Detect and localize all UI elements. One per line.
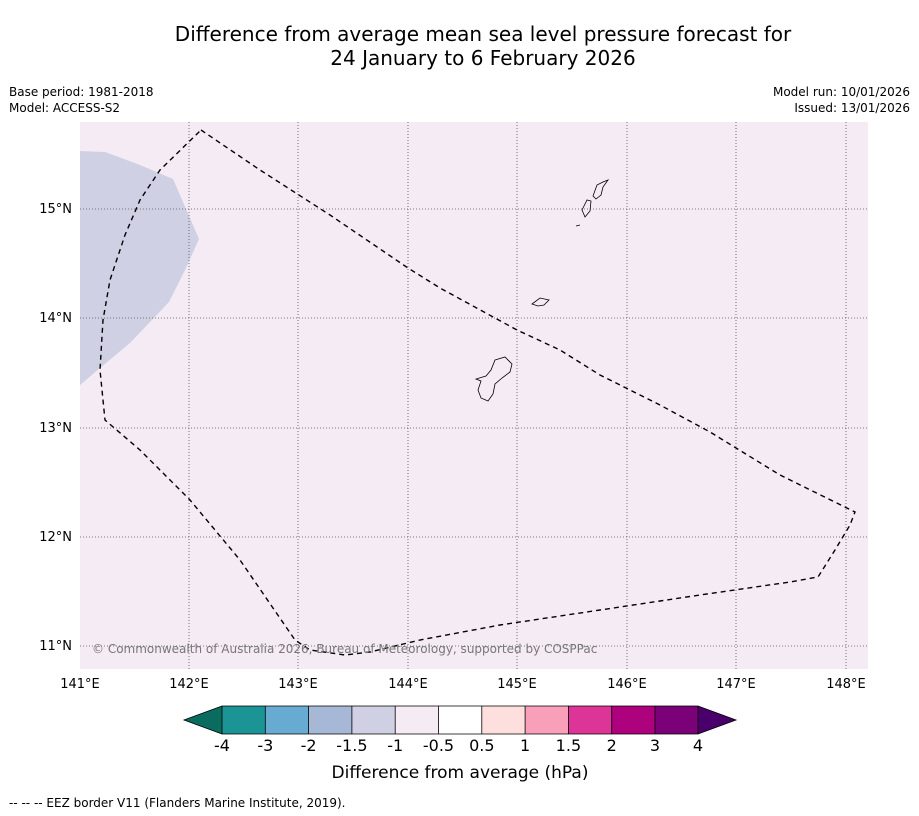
colorbar-extend-low [184, 706, 222, 734]
colorbar-tick-label: -0.5 [423, 736, 454, 755]
anomaly-region [80, 151, 199, 385]
lon-label: 142°E [169, 677, 209, 692]
island-tinian [581, 199, 592, 218]
colorbar-tick-label: 3 [650, 736, 660, 755]
colorbar-ticks: -4 -3 -2 -1.5 -1 -0.5 0.5 1 1.5 2 3 4 [214, 736, 703, 755]
base-period: Base period: 1981-2018 [9, 85, 154, 99]
lon-label: 147°E [716, 677, 756, 692]
lon-label: 148°E [826, 677, 866, 692]
lon-label: 144°E [388, 677, 428, 692]
footnote: -- -- -- EEZ border V11 (Flanders Marine… [9, 796, 346, 810]
lon-label: 143°E [278, 677, 318, 692]
meta-right: Model run: 10/01/2026 Issued: 13/01/2026 [773, 84, 910, 116]
title-line-2: 24 January to 6 February 2026 [330, 46, 636, 70]
colorbar-swatch [568, 706, 612, 734]
colorbar-tick-label: -2 [301, 736, 317, 755]
colorbar-swatch [525, 706, 569, 734]
colorbar-swatch [308, 706, 352, 734]
copyright-text: © Commonwealth of Australia 2026, Bureau… [92, 642, 597, 656]
title-line-1: Difference from average mean sea level p… [174, 22, 792, 46]
island-guam [474, 356, 513, 402]
island-aguijan [575, 224, 581, 227]
colorbar-tick-label: 0.5 [469, 736, 494, 755]
lon-labels: 141°E 142°E 143°E 144°E 145°E 146°E 147°… [60, 677, 866, 692]
colorbar-tick-label: -1.5 [336, 736, 367, 755]
lat-label: 13°N [39, 421, 72, 436]
model-name: Model: ACCESS-S2 [9, 101, 121, 115]
lat-label: 15°N [39, 202, 72, 217]
lon-label: 146°E [607, 677, 647, 692]
colorbar-tick-label: 1.5 [556, 736, 581, 755]
colorbar-swatch [395, 706, 439, 734]
chart-title: Difference from average mean sea level p… [0, 22, 919, 70]
colorbar-swatch [265, 706, 309, 734]
colorbar-swatch [438, 706, 482, 734]
colorbar-extend-high [698, 706, 736, 734]
colorbar-tick-label: 4 [693, 736, 703, 755]
meta-left: Base period: 1981-2018 Model: ACCESS-S2 [9, 84, 154, 116]
colorbar-tick-label: 2 [607, 736, 617, 755]
islands [474, 179, 610, 402]
colorbar-dividers [221, 706, 699, 734]
lon-label: 141°E [60, 677, 100, 692]
model-run: Model run: 10/01/2026 [772, 85, 910, 99]
colorbar-tick-label: -1 [387, 736, 403, 755]
issued-date: Issued: 13/01/2026 [794, 101, 910, 115]
map-background [80, 122, 868, 669]
lat-label: 14°N [39, 311, 72, 326]
colorbar-tick-label: -4 [214, 736, 230, 755]
colorbar-swatch [222, 706, 266, 734]
colorbar-swatch [655, 706, 698, 734]
colorbar-swatch [611, 706, 655, 734]
lat-labels: 15°N 14°N 13°N 12°N 11°N [39, 202, 72, 654]
colorbar-swatch [351, 706, 396, 734]
lat-label: 11°N [39, 639, 72, 654]
gridlines [80, 122, 868, 669]
colorbar-swatch [481, 706, 526, 734]
colorbar-tick-label: -3 [257, 736, 273, 755]
colorbar-tick-label: 1 [520, 736, 530, 755]
colorbar-label: Difference from average (hPa) [332, 763, 589, 783]
colorbar: -4 -3 -2 -1.5 -1 -0.5 0.5 1 1.5 2 3 4 Di… [182, 705, 738, 783]
island-rota [531, 297, 550, 307]
lon-label: 145°E [497, 677, 537, 692]
lat-label: 12°N [39, 530, 72, 545]
eez-border [99, 129, 856, 656]
island-saipan [592, 179, 610, 200]
